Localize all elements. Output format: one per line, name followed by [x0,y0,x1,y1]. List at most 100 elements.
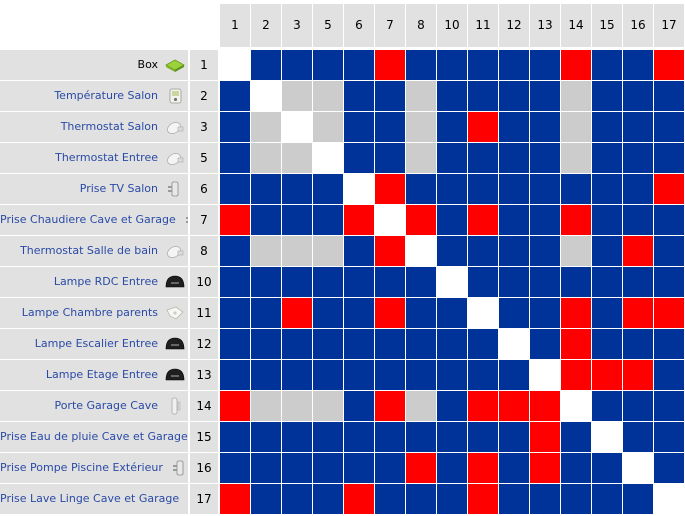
matrix-cell-11-14 [561,298,591,328]
matrix-cell-7-7 [375,205,405,235]
matrix-cell-5-13 [530,143,560,173]
matrix-cell-13-10 [437,360,467,390]
device-name: Thermostat Salle de bain [20,244,158,257]
matrix-cell-8-11 [468,236,498,266]
matrix-cell-2-3 [282,81,312,111]
matrix-cell-16-12 [499,453,529,483]
matrix-cell-11-6 [344,298,374,328]
matrix-cell-15-5 [313,422,343,452]
matrix-cell-5-3 [282,143,312,173]
row-label-13[interactable]: Lampe Etage Entree [0,360,188,390]
row-label-17[interactable]: Prise Lave Linge Cave et Garage [0,484,188,514]
device-name: Thermostat Entree [55,151,158,164]
matrix-cell-1-15 [592,50,622,80]
matrix-cell-8-7 [375,236,405,266]
row-label-14[interactable]: Porte Garage Cave [0,391,188,421]
matrix-cell-10-16 [623,267,653,297]
dimmer-module-icon [164,273,186,291]
matrix-cell-7-5 [313,205,343,235]
matrix-cell-2-5 [313,81,343,111]
matrix-cell-1-3 [282,50,312,80]
row-label-3[interactable]: Thermostat Salon [0,112,188,142]
bulb-module-icon [164,304,186,322]
row-label-5[interactable]: Thermostat Entree [0,143,188,173]
matrix-cell-8-8 [406,236,436,266]
row-label-16[interactable]: Prise Pompe Piscine Extérieur [0,453,188,483]
row-label-6[interactable]: Prise TV Salon [0,174,188,204]
matrix-cell-8-17 [654,236,684,266]
matrix-cell-11-12 [499,298,529,328]
matrix-cell-15-7 [375,422,405,452]
matrix-cell-11-17 [654,298,684,328]
plug-icon [169,459,188,477]
device-name: Température Salon [54,89,158,102]
matrix-cell-5-5 [313,143,343,173]
matrix-cell-15-2 [251,422,281,452]
matrix-cell-16-1 [220,453,250,483]
matrix-cell-7-2 [251,205,281,235]
matrix-cell-11-7 [375,298,405,328]
matrix-cell-10-14 [561,267,591,297]
matrix-cell-11-2 [251,298,281,328]
matrix-cell-15-3 [282,422,312,452]
matrix-cell-13-11 [468,360,498,390]
row-number-17: 17 [190,484,218,514]
matrix-cell-5-2 [251,143,281,173]
row-number-16: 16 [190,453,218,483]
row-label-12[interactable]: Lampe Escalier Entree [0,329,188,359]
column-header-7: 7 [375,4,405,47]
column-header-13: 13 [530,4,560,47]
matrix-cell-17-2 [251,484,281,514]
row-label-10[interactable]: Lampe RDC Entree [0,267,188,297]
matrix-cell-1-17 [654,50,684,80]
matrix-cell-2-17 [654,81,684,111]
row-label-15[interactable]: Prise Eau de pluie Cave et Garage [0,422,188,452]
matrix-cell-1-10 [437,50,467,80]
matrix-cell-13-7 [375,360,405,390]
matrix-cell-12-6 [344,329,374,359]
matrix-cell-17-6 [344,484,374,514]
matrix-cell-14-7 [375,391,405,421]
matrix-cell-7-3 [282,205,312,235]
device-name: Prise Pompe Piscine Extérieur [0,461,163,474]
matrix-cell-17-16 [623,484,653,514]
row-label-2[interactable]: Température Salon [0,81,188,111]
matrix-cell-14-6 [344,391,374,421]
matrix-cell-6-3 [282,174,312,204]
matrix-cell-15-12 [499,422,529,452]
device-name: Prise Chaudiere Cave et Garage [0,213,176,226]
matrix-cell-15-6 [344,422,374,452]
row-number-1: 1 [190,50,218,80]
row-label-1[interactable]: Box [0,50,188,80]
matrix-cell-8-16 [623,236,653,266]
row-label-7[interactable]: Prise Chaudiere Cave et Garage [0,205,188,235]
matrix-cell-5-12 [499,143,529,173]
matrix-cell-7-14 [561,205,591,235]
matrix-cell-13-14 [561,360,591,390]
device-name: Prise Lave Linge Cave et Garage [0,492,180,505]
matrix-cell-10-7 [375,267,405,297]
row-label-11[interactable]: Lampe Chambre parents [0,298,188,328]
row-number-6: 6 [190,174,218,204]
column-header-8: 8 [406,4,436,47]
matrix-cell-16-8 [406,453,436,483]
row-number-8: 8 [190,236,218,266]
matrix-cell-6-5 [313,174,343,204]
matrix-cell-7-16 [623,205,653,235]
matrix-cell-6-12 [499,174,529,204]
thermostat-head-icon [164,118,186,136]
matrix-cell-1-14 [561,50,591,80]
matrix-cell-14-17 [654,391,684,421]
matrix-cell-6-7 [375,174,405,204]
device-name: Lampe Escalier Entree [34,337,158,350]
device-name: Prise Eau de pluie Cave et Garage [0,430,188,443]
row-label-8[interactable]: Thermostat Salle de bain [0,236,188,266]
column-header-5: 5 [313,4,343,47]
matrix-cell-3-2 [251,112,281,142]
matrix-cell-14-2 [251,391,281,421]
column-header-14: 14 [561,4,591,47]
thermostat-head-icon [164,149,186,167]
device-name: Lampe Etage Entree [45,368,158,381]
matrix-cell-13-1 [220,360,250,390]
matrix-cell-7-8 [406,205,436,235]
